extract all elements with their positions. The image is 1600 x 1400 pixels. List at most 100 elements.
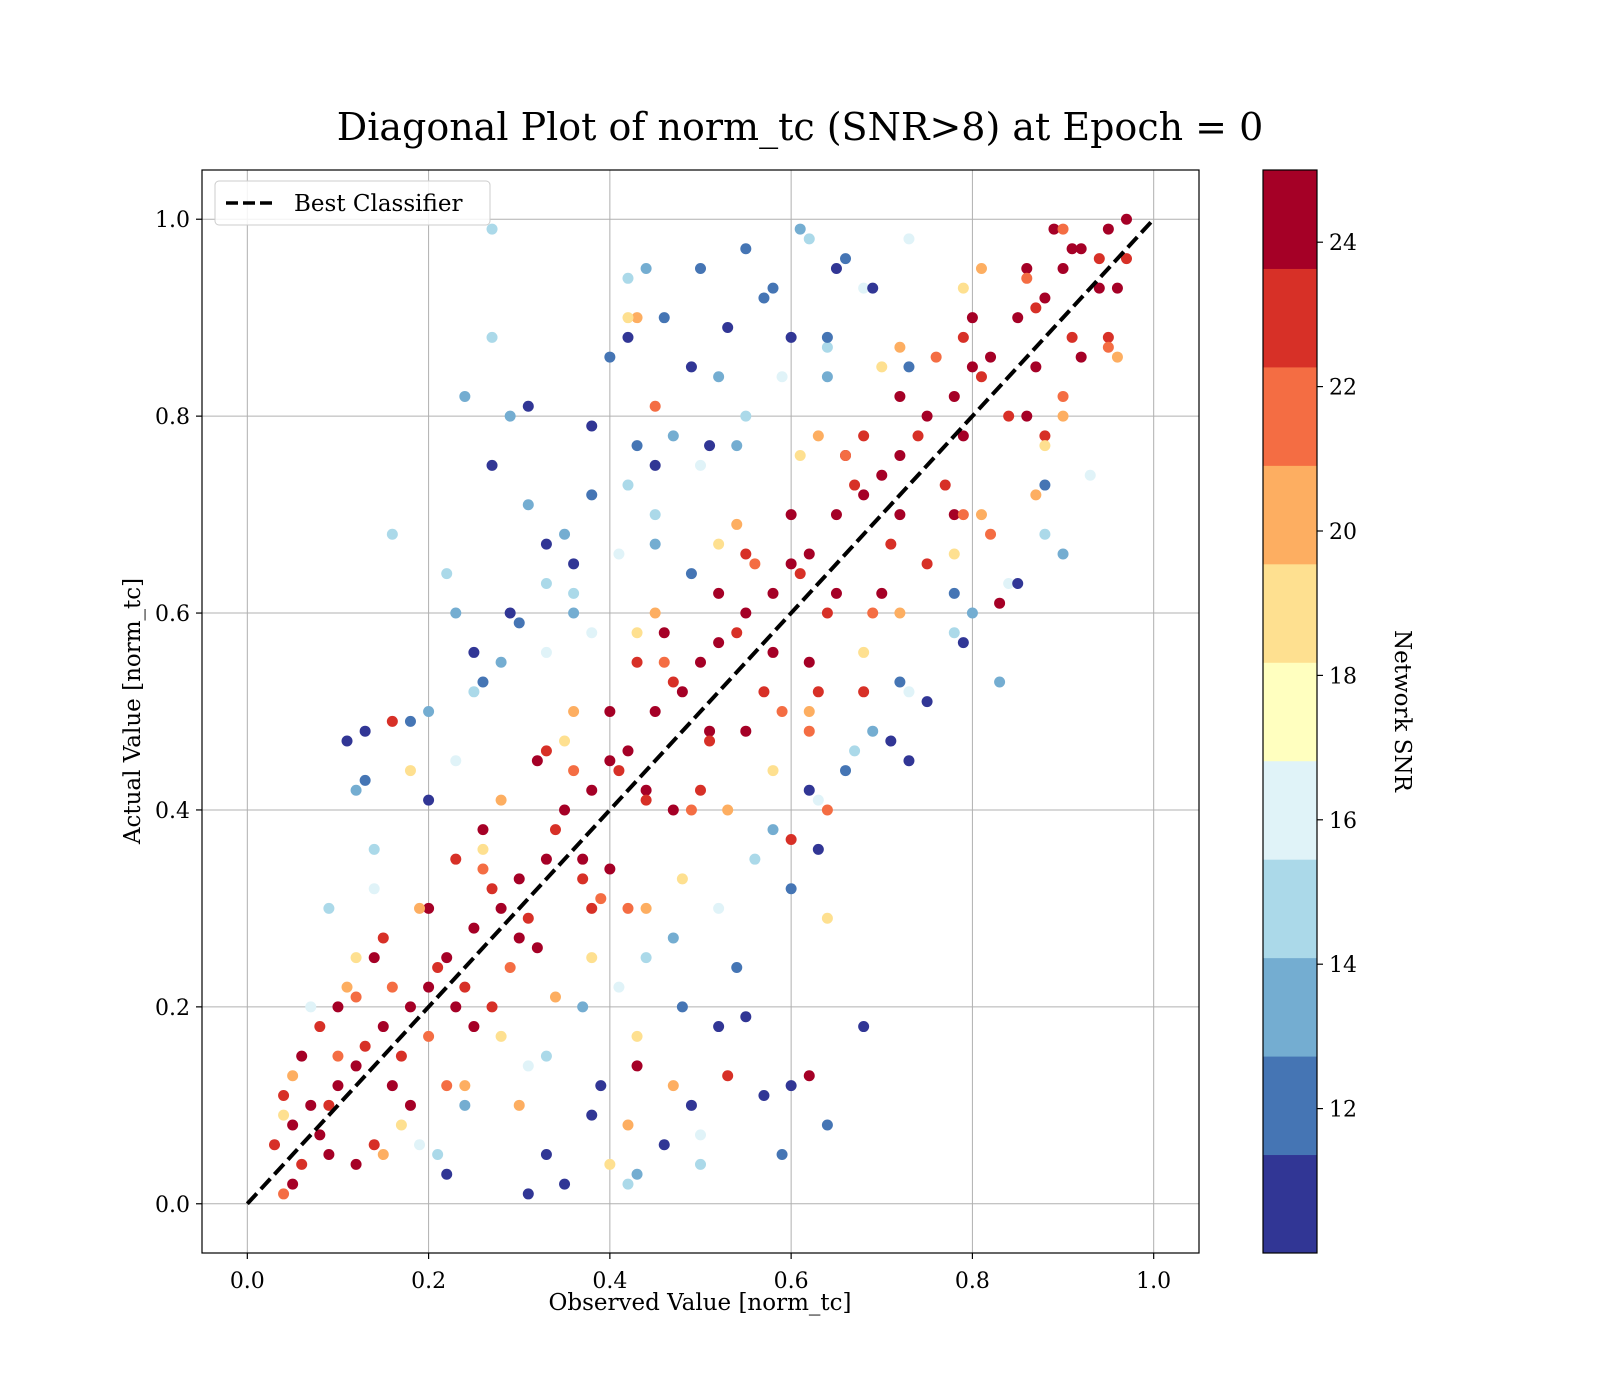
scatter-point bbox=[595, 893, 607, 905]
scatter-point bbox=[685, 1099, 697, 1111]
scatter-point bbox=[1039, 430, 1051, 442]
scatter-point bbox=[695, 1129, 706, 1141]
scatter-point bbox=[350, 1158, 362, 1170]
scatter-point bbox=[368, 1139, 380, 1151]
scatter-point bbox=[540, 745, 552, 757]
scatter-point bbox=[667, 932, 679, 944]
y-tick-label: 0.6 bbox=[155, 602, 190, 627]
scatter-point bbox=[695, 1158, 706, 1170]
scatter-point bbox=[649, 400, 661, 412]
colorbar-tick-label: 16 bbox=[1329, 809, 1357, 834]
scatter-point bbox=[622, 745, 634, 757]
x-tick-label: 0.0 bbox=[230, 1269, 265, 1294]
legend-box bbox=[214, 180, 491, 226]
scatter-point bbox=[794, 450, 806, 462]
scatter-point bbox=[1093, 253, 1105, 265]
scatter-point bbox=[1003, 578, 1015, 590]
scatter-point bbox=[577, 873, 589, 885]
scatter-point bbox=[894, 390, 906, 402]
scatter-point bbox=[740, 725, 752, 737]
scatter-point bbox=[649, 509, 661, 521]
best-classifier-dashed-line bbox=[245, 217, 1156, 1206]
scatter-point bbox=[658, 1139, 670, 1151]
scatter-point bbox=[966, 607, 978, 619]
scatter-point bbox=[858, 430, 870, 442]
scatter-point bbox=[921, 410, 933, 422]
scatter-point bbox=[450, 607, 462, 619]
scatter-point bbox=[658, 656, 670, 668]
x-tick-label: 0.2 bbox=[411, 1269, 446, 1294]
scatter-point bbox=[486, 459, 498, 471]
scatter-point bbox=[432, 1149, 444, 1161]
scatter-point bbox=[767, 282, 779, 294]
scatter-point bbox=[803, 548, 815, 560]
scatter-point bbox=[468, 646, 480, 658]
scatter-point bbox=[685, 804, 697, 816]
scatter-point bbox=[359, 725, 371, 737]
scatter-point bbox=[830, 262, 842, 274]
scatter-point bbox=[740, 548, 752, 560]
scatter-point bbox=[441, 952, 453, 964]
scatter-point bbox=[840, 450, 852, 462]
scatter-point bbox=[858, 686, 870, 698]
scatter-point bbox=[586, 784, 598, 796]
scatter-point bbox=[586, 627, 598, 639]
scatter-point bbox=[568, 558, 580, 570]
scatter-point bbox=[649, 607, 661, 619]
scatter-point bbox=[704, 440, 716, 452]
scatter-point bbox=[540, 1050, 552, 1062]
scatter-point bbox=[350, 952, 362, 964]
scatter-point bbox=[305, 1001, 317, 1013]
scatter-point bbox=[504, 607, 516, 619]
scatter-point bbox=[903, 686, 915, 698]
scatter-point bbox=[604, 1158, 616, 1170]
colorbar: 12 14 16 18 20 22 24 Network SNR bbox=[1262, 169, 1415, 1254]
scatter-point bbox=[314, 1129, 326, 1141]
scatter-point bbox=[404, 1099, 416, 1111]
scatter-point bbox=[975, 371, 987, 383]
scatter-point bbox=[522, 499, 534, 511]
scatter-point bbox=[649, 706, 661, 717]
scatter-point bbox=[622, 1119, 634, 1131]
scatter-point bbox=[695, 459, 706, 471]
scatter-point bbox=[314, 1021, 326, 1033]
scatter-point bbox=[821, 371, 833, 383]
scatter-point bbox=[649, 538, 661, 550]
scatter-point bbox=[477, 863, 489, 875]
scatter-point bbox=[840, 765, 852, 777]
scatter-point bbox=[704, 735, 716, 747]
scatter-point bbox=[459, 981, 471, 993]
scatter-point bbox=[586, 489, 598, 501]
scatter-point bbox=[812, 794, 824, 806]
colorbar-tick-label: 20 bbox=[1329, 520, 1357, 545]
scatter-point bbox=[858, 282, 870, 294]
scatter-point bbox=[858, 646, 870, 658]
scatter-point bbox=[486, 883, 498, 895]
scatter-point bbox=[423, 981, 435, 993]
scatter-point bbox=[622, 479, 634, 491]
scatter-point bbox=[531, 755, 543, 767]
scatter-point bbox=[948, 390, 960, 402]
scatter-point bbox=[441, 1168, 453, 1180]
scatter-point bbox=[296, 1158, 308, 1170]
scatter-point bbox=[395, 1119, 407, 1131]
scatter-point bbox=[287, 1178, 299, 1190]
colorbar-band bbox=[1263, 563, 1317, 663]
scatter-point bbox=[1039, 528, 1051, 540]
scatter-point bbox=[821, 912, 833, 924]
scatter-point bbox=[803, 706, 815, 717]
scatter-point bbox=[613, 548, 625, 560]
scatter-point bbox=[758, 686, 770, 698]
scatter-point bbox=[459, 1099, 471, 1111]
scatter-point bbox=[912, 430, 924, 442]
y-tick-label: 0.4 bbox=[155, 799, 190, 824]
scatter-point bbox=[404, 765, 416, 777]
scatter-point bbox=[1102, 223, 1114, 235]
scatter-point bbox=[577, 853, 589, 865]
x-tick-label: 1.0 bbox=[1136, 1269, 1171, 1294]
scatter-point bbox=[1039, 440, 1051, 452]
scatter-point bbox=[604, 755, 616, 767]
scatter-point bbox=[622, 1178, 634, 1190]
scatter-point bbox=[549, 824, 561, 836]
legend-label-best-classifier: Best Classifier bbox=[294, 191, 462, 217]
